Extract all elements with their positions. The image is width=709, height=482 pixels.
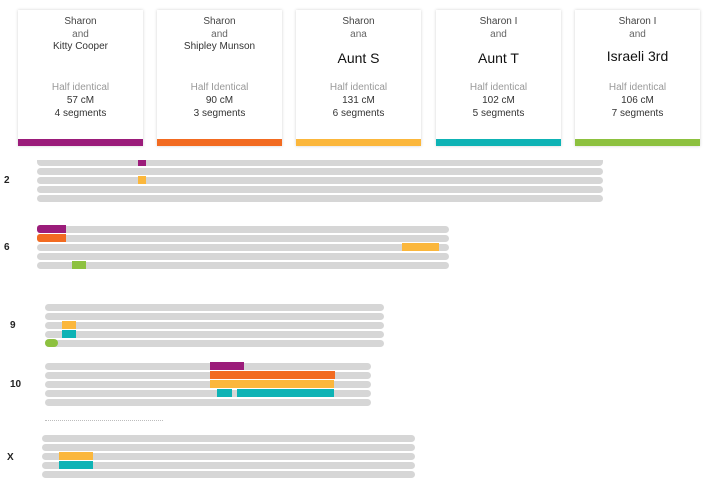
chromosome-track — [37, 168, 603, 175]
chromosome-label: 10 — [10, 379, 22, 390]
divider — [45, 420, 163, 421]
match-card-shipley-munson[interactable]: Sharon and Shipley Munson Half Identical… — [157, 10, 282, 146]
card-relation: Half identical — [469, 82, 528, 93]
chromosome-track — [45, 331, 384, 338]
chromosome-track — [37, 186, 603, 193]
chromosome-track — [37, 226, 449, 233]
chromosome-track — [45, 313, 384, 320]
chromosome-track — [37, 244, 449, 251]
card-cm: 106 cM — [621, 95, 654, 106]
segment-teal[interactable] — [217, 389, 232, 397]
card-and: and — [211, 29, 228, 40]
chromosome-track — [45, 381, 371, 388]
card-and: and — [490, 29, 507, 40]
chromosome-track — [42, 453, 415, 460]
chromosome-track — [37, 160, 603, 166]
chromosome-track — [42, 471, 415, 478]
segment-yellow[interactable] — [210, 380, 334, 388]
card-and: and — [72, 29, 89, 40]
card-person-a: Sharon — [203, 16, 236, 27]
chromosome-track — [45, 372, 371, 379]
match-card-aunt-t[interactable]: Sharon I and Aunt T Half identical 102 c… — [436, 10, 561, 146]
chromosome-track — [45, 322, 384, 329]
segment-purple[interactable] — [37, 225, 66, 233]
card-person-b: Shipley Munson — [183, 41, 256, 52]
card-and: ana — [350, 29, 367, 40]
segment-orange[interactable] — [210, 371, 335, 379]
chromosome-track — [45, 363, 371, 370]
segment-purple[interactable] — [210, 362, 244, 370]
card-segments: 5 segments — [472, 108, 525, 119]
card-relation: Half identical — [51, 82, 110, 93]
card-person-a: Sharon I — [618, 16, 657, 27]
chromosome-track — [37, 177, 603, 184]
chromosome-track — [37, 262, 449, 269]
card-color-bar — [436, 139, 561, 146]
chromosome-track — [42, 462, 415, 469]
card-person-b: Kitty Cooper — [52, 41, 109, 52]
segment-green[interactable] — [72, 261, 86, 269]
card-person-b: Israeli 3rd — [606, 48, 669, 64]
match-card-aunt-s[interactable]: Sharon ana Aunt S Half identical 131 cM … — [296, 10, 421, 146]
segment-yellow[interactable] — [138, 176, 146, 184]
card-person-a: Sharon — [342, 16, 375, 27]
segment-yellow[interactable] — [62, 321, 76, 329]
segment-purple[interactable] — [138, 160, 146, 166]
chromosome-track — [37, 195, 603, 202]
chromosome-label: 2 — [4, 175, 10, 186]
card-segments: 4 segments — [54, 108, 107, 119]
chromosome-track — [37, 235, 449, 242]
chromosome-track — [45, 399, 371, 406]
chromosome-label: 9 — [10, 320, 16, 331]
card-color-bar — [575, 139, 700, 146]
card-segments: 3 segments — [193, 108, 246, 119]
chromosome-track — [42, 444, 415, 451]
chromosome-track — [45, 390, 371, 397]
card-cm: 131 cM — [342, 95, 375, 106]
chromosome-label: X — [7, 452, 14, 463]
card-cm: 90 cM — [205, 95, 234, 106]
card-and: and — [629, 29, 646, 40]
chromosome-label: 6 — [4, 242, 10, 253]
chromosome-track — [45, 304, 384, 311]
card-person-b: Aunt S — [337, 50, 380, 66]
segment-green[interactable] — [45, 339, 58, 347]
card-relation: Half identical — [608, 82, 667, 93]
match-card-israeli-3rd[interactable]: Sharon I and Israeli 3rd Half identical … — [575, 10, 700, 146]
card-color-bar — [296, 139, 421, 146]
card-person-b: Aunt T — [478, 50, 519, 66]
chromosome-track — [37, 253, 449, 260]
segment-orange[interactable] — [37, 234, 66, 242]
chromosome-track — [42, 435, 415, 442]
match-card-kitty-cooper[interactable]: Sharon and Kitty Cooper Half identical 5… — [18, 10, 143, 146]
chromosome-track — [45, 340, 384, 347]
segment-yellow[interactable] — [59, 452, 93, 460]
card-relation: Half identical — [329, 82, 388, 93]
segment-teal[interactable] — [62, 330, 76, 338]
card-segments: 7 segments — [611, 108, 664, 119]
card-color-bar — [157, 139, 282, 146]
card-person-a: Sharon I — [479, 16, 518, 27]
segment-teal[interactable] — [237, 389, 334, 397]
card-segments: 6 segments — [332, 108, 385, 119]
card-person-a: Sharon — [64, 16, 97, 27]
card-cm: 102 cM — [482, 95, 515, 106]
card-color-bar — [18, 139, 143, 146]
card-relation: Half Identical — [190, 82, 249, 93]
segment-yellow[interactable] — [402, 243, 439, 251]
segment-teal[interactable] — [59, 461, 93, 469]
card-cm: 57 cM — [66, 95, 95, 106]
